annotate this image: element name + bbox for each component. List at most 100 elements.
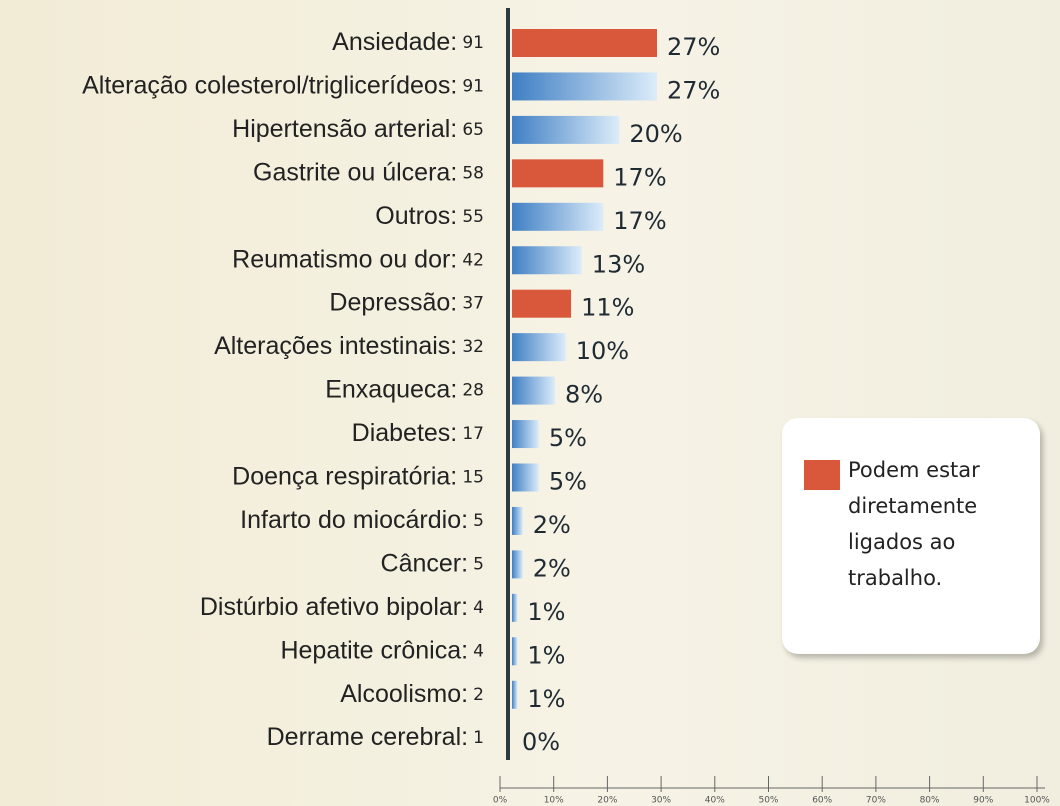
value-label: 0% xyxy=(522,728,560,756)
category-name: Derrame cerebral: xyxy=(267,723,468,751)
category-count: 91 xyxy=(462,76,484,96)
legend-label: Podem estar diretamente ligados ao traba… xyxy=(848,458,980,590)
category-name: Enxaqueca: xyxy=(325,375,457,403)
x-tick-label: 30% xyxy=(651,796,671,806)
category-count: 42 xyxy=(462,250,484,270)
category-count: 5 xyxy=(473,511,484,531)
category-name: Diabetes: xyxy=(352,419,458,447)
category-label: Reumatismo ou dor: 42 xyxy=(232,245,484,273)
category-label: Gastrite ou úlcera: 58 xyxy=(253,158,484,186)
value-label: 1% xyxy=(527,641,565,669)
category-count: 4 xyxy=(473,598,484,618)
category-name: Reumatismo ou dor: xyxy=(232,245,457,273)
value-label: 5% xyxy=(549,468,587,496)
category-label: Alteração colesterol/triglicerídeos: 91 xyxy=(82,71,484,99)
category-count: 2 xyxy=(473,685,484,705)
value-label: 20% xyxy=(629,120,682,148)
category-count: 37 xyxy=(462,294,484,314)
legend: Podem estar diretamente ligados ao traba… xyxy=(782,418,1040,654)
x-tick-label: 50% xyxy=(758,796,778,806)
category-count: 55 xyxy=(462,207,484,227)
category-label: Câncer: 5 xyxy=(381,549,484,577)
value-label: 10% xyxy=(576,337,629,365)
value-label: 27% xyxy=(667,33,720,61)
bar xyxy=(512,463,539,492)
x-tick-label: 20% xyxy=(597,796,617,806)
category-name: Câncer: xyxy=(381,549,469,577)
category-name: Alterações intestinais: xyxy=(214,332,457,360)
x-tick-label: 80% xyxy=(920,796,940,806)
category-label: Alcoolismo: 2 xyxy=(340,679,484,707)
x-tick-label: 70% xyxy=(866,796,886,806)
category-label: Doença respiratória: 15 xyxy=(232,462,484,490)
category-count: 65 xyxy=(462,120,484,140)
category-name: Doença respiratória: xyxy=(232,462,457,490)
category-name: Depressão: xyxy=(329,288,457,316)
category-label: Derrame cerebral: 1 xyxy=(267,723,484,751)
category-count: 28 xyxy=(462,381,484,401)
category-count: 4 xyxy=(473,641,484,661)
bar xyxy=(512,72,657,101)
category-label: Hepatite crônica: 4 xyxy=(280,636,484,664)
x-tick-label: 0% xyxy=(493,796,508,806)
category-count: 5 xyxy=(473,554,484,574)
category-name: Alcoolismo: xyxy=(340,679,468,707)
category-label: Alterações intestinais: 32 xyxy=(214,332,484,360)
category-label: Distúrbio afetivo bipolar: 4 xyxy=(200,592,484,620)
category-label: Hipertensão arterial: 65 xyxy=(232,115,484,143)
x-tick-label: 90% xyxy=(973,796,993,806)
bar xyxy=(512,593,518,622)
category-name: Hepatite crônica: xyxy=(280,636,468,664)
category-label: Ansiedade: 91 xyxy=(332,28,484,56)
category-name: Ansiedade: xyxy=(332,28,457,56)
value-label: 8% xyxy=(565,381,603,409)
value-label: 1% xyxy=(527,685,565,713)
value-label: 1% xyxy=(527,598,565,626)
category-label: Diabetes: 17 xyxy=(352,419,484,447)
value-label: 17% xyxy=(613,163,666,191)
category-label: Enxaqueca: 28 xyxy=(325,375,484,403)
x-tick-label: 40% xyxy=(705,796,725,806)
bar xyxy=(512,376,555,405)
bar xyxy=(512,29,657,57)
category-name: Hipertensão arterial: xyxy=(232,115,457,143)
bar xyxy=(512,333,566,362)
bar xyxy=(512,680,518,709)
category-label: Outros: 55 xyxy=(375,201,484,229)
category-count: 1 xyxy=(473,728,484,748)
category-count: 32 xyxy=(462,337,484,357)
bar xyxy=(512,115,620,144)
category-name: Gastrite ou úlcera: xyxy=(253,158,457,186)
category-name: Distúrbio afetivo bipolar: xyxy=(200,592,468,620)
category-count: 58 xyxy=(462,163,484,183)
category-name: Alteração colesterol/triglicerídeos: xyxy=(82,71,457,99)
value-label: 13% xyxy=(592,250,645,278)
category-name: Infarto do miocárdio: xyxy=(240,506,468,534)
x-tick-label: 10% xyxy=(544,796,564,806)
x-tick-label: 100% xyxy=(1024,796,1050,806)
value-label: 27% xyxy=(667,76,720,104)
category-count: 91 xyxy=(462,33,484,53)
category-count: 15 xyxy=(462,468,484,488)
value-label: 11% xyxy=(581,294,634,322)
bar xyxy=(512,420,539,449)
bar xyxy=(512,506,523,535)
category-name: Outros: xyxy=(375,201,457,229)
bar xyxy=(512,637,518,666)
category-count: 17 xyxy=(462,424,484,444)
value-label: 2% xyxy=(533,554,571,582)
value-label: 5% xyxy=(549,424,587,452)
value-label: 2% xyxy=(533,511,571,539)
value-label: 17% xyxy=(613,207,666,235)
bar xyxy=(512,246,582,275)
legend-swatch xyxy=(804,460,840,490)
bar xyxy=(512,289,572,318)
bar xyxy=(512,159,604,188)
bar xyxy=(512,202,604,231)
category-label: Infarto do miocárdio: 5 xyxy=(240,506,484,534)
bar xyxy=(512,550,523,579)
x-tick-label: 60% xyxy=(812,796,832,806)
category-label: Depressão: 37 xyxy=(329,288,484,316)
